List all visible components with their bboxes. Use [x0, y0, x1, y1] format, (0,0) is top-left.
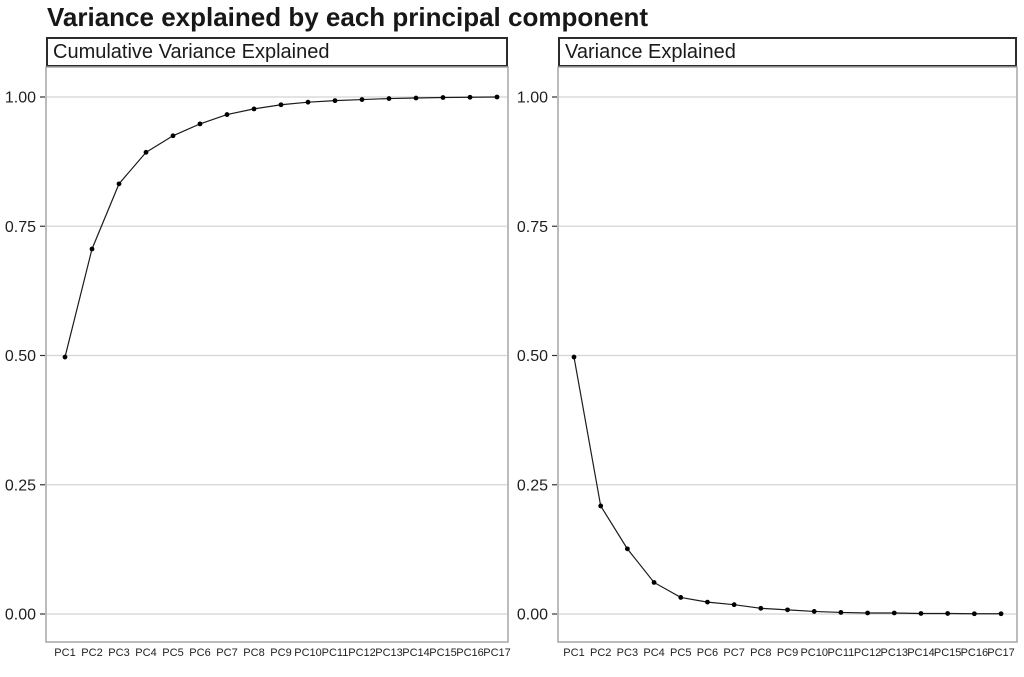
x-tick-label: PC8: [243, 647, 264, 659]
y-tick-label: 0.25: [5, 477, 36, 494]
x-tick-label: PC16: [456, 647, 484, 659]
data-point: [278, 102, 284, 108]
data-point: [143, 149, 149, 155]
x-tick-label: PC4: [643, 647, 664, 659]
y-tick-label: 0.75: [5, 219, 36, 236]
data-point: [731, 602, 737, 608]
strip-header-cumulative: Cumulative Variance Explained: [46, 37, 508, 67]
data-point: [918, 611, 924, 616]
data-point: [785, 607, 790, 613]
x-tick-label: PC13: [881, 647, 909, 659]
strip-label-cumulative: Cumulative Variance Explained: [53, 41, 330, 63]
cumulative-variance-plot: 0.00 0.25 0.50 0.75 1.00 PC1 PC2 PC3 PC4 PC5 PC6 PC…: [5, 66, 511, 659]
y-tick-label: 1.00: [517, 90, 548, 107]
data-point: [170, 133, 176, 139]
x-tick-label: PC17: [483, 647, 511, 659]
x-tick-label: PC5: [162, 647, 183, 659]
x-tick-label: PC3: [617, 647, 638, 659]
strip-label-variance: Variance Explained: [565, 41, 736, 63]
data-point: [598, 503, 604, 509]
data-point: [251, 106, 257, 112]
data-point: [891, 610, 897, 616]
y-tick-label: 0.00: [5, 607, 36, 624]
data-point: [651, 580, 657, 585]
variance-explained-plot: 0.00 0.25 0.50 0.75 1.00 PC1 PC2 PC3 PC4 PC5 PC6 PC…: [517, 66, 1018, 659]
data-point: [386, 96, 392, 101]
data-point: [305, 99, 311, 105]
x-tick-label: PC7: [723, 647, 744, 659]
y-tick-label: 0.50: [5, 348, 36, 365]
data-point: [971, 611, 977, 617]
x-tick-label: PC11: [828, 647, 855, 659]
y-tick-label: 0.00: [517, 607, 548, 624]
panel-background: [45, 66, 509, 643]
data-point: [571, 354, 577, 360]
data-point: [62, 354, 68, 360]
data-point: [413, 95, 419, 101]
data-point: [678, 595, 684, 600]
data-point: [467, 94, 473, 100]
x-tick-label: PC2: [81, 647, 102, 659]
x-tick-label: PC1: [563, 647, 584, 659]
x-tick-label: PC10: [800, 647, 828, 659]
x-tick-label: PC15: [934, 647, 962, 659]
x-tick-label: PC8: [750, 647, 771, 659]
data-point: [624, 546, 630, 552]
x-tick-label: PC15: [429, 647, 457, 659]
x-tick-label: PC7: [216, 647, 237, 659]
x-tick-label: PC9: [270, 647, 291, 659]
data-point: [116, 181, 122, 187]
data-point: [224, 112, 230, 117]
chart-title: Variance explained by each principal com…: [47, 2, 649, 32]
strip-header-variance: Variance Explained: [558, 37, 1017, 67]
x-tick-label: PC6: [697, 647, 718, 659]
x-tick-label: PC1: [54, 647, 75, 659]
data-point: [865, 610, 870, 616]
data-point: [811, 609, 817, 614]
x-tick-label: PC9: [777, 647, 798, 659]
data-point: [89, 246, 95, 252]
y-tick-label: 0.25: [517, 477, 548, 494]
x-tick-label: PC10: [294, 647, 322, 659]
data-point: [705, 599, 710, 605]
x-tick-label: PC3: [108, 647, 129, 659]
y-tick-label: 0.50: [517, 348, 548, 365]
x-tick-label: PC17: [987, 647, 1015, 659]
data-point: [359, 97, 365, 102]
x-tick-label: PC2: [590, 647, 611, 659]
x-tick-label: PC14: [402, 647, 430, 659]
x-tick-label: PC13: [375, 647, 403, 659]
data-point: [838, 610, 844, 615]
x-tick-label: PC16: [961, 647, 989, 659]
data-point: [197, 121, 203, 127]
data-point: [998, 611, 1004, 617]
data-point: [332, 98, 338, 104]
panel-background: [557, 66, 1018, 643]
x-tick-label: PC6: [189, 647, 210, 659]
x-tick-label: PC4: [135, 647, 156, 659]
x-tick-label: PC11: [322, 647, 349, 659]
x-tick-label: PC12: [348, 647, 376, 659]
x-tick-label: PC5: [670, 647, 691, 659]
y-tick-label: 0.75: [517, 219, 548, 236]
data-point: [494, 94, 500, 100]
x-tick-label: PC14: [907, 647, 935, 659]
x-tick-label: PC12: [854, 647, 882, 659]
data-point: [945, 611, 951, 616]
data-point: [758, 605, 764, 611]
data-point: [440, 95, 446, 100]
y-tick-label: 1.00: [5, 90, 36, 107]
